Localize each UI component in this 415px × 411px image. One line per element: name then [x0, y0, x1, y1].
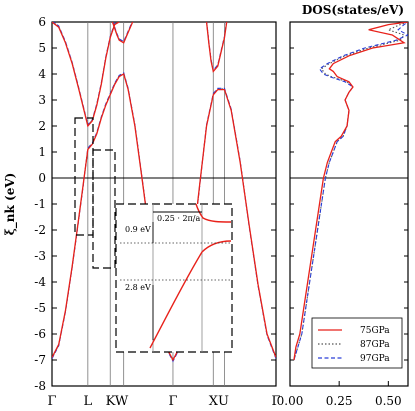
k-point-label: Γ: [271, 394, 280, 409]
dos-x-tick-label: 0.00: [277, 394, 304, 408]
y-tick-label: -6: [34, 327, 46, 341]
band-97GPa-3: [112, 22, 133, 43]
y-tick-label: 6: [38, 15, 46, 29]
inset-box: [115, 203, 233, 353]
band-75GPa-3: [111, 22, 134, 44]
dos-curve-97GPa: [293, 22, 408, 361]
y-tick-label: -3: [34, 249, 46, 263]
y-tick-label: -5: [34, 301, 46, 315]
dos-curve-87GPa: [293, 22, 408, 361]
y-tick-label: 1: [38, 145, 46, 159]
legend-box: [311, 317, 403, 369]
dos-panel: DOS(states/eV) 0.00 0.25 0.50 75GPa 87GPa 97GP…: [277, 3, 409, 408]
inset-label-gap-small: 0.9 eV: [125, 225, 151, 234]
dos-curves: [293, 22, 408, 361]
dos-x-tick-label: 0.50: [375, 394, 402, 408]
k-point-label: XU: [209, 394, 229, 409]
y-tick-label: -2: [34, 223, 46, 237]
k-point-label: Γ: [168, 394, 177, 409]
legend-label: 97GPa: [360, 354, 390, 364]
legend-label: 75GPa: [360, 326, 390, 336]
y-tick-label: 4: [38, 67, 46, 81]
y-tick-label: -8: [34, 379, 46, 393]
y-tick-label: 2: [38, 119, 46, 133]
band-structure-panel: 6 5 4 3 2 1 0 -1 -2 -3 -4 -5 -6 -7 -8 ξ_nk (eV) Γ L KW Γ XU Γ…: [3, 15, 281, 409]
y-tick-label: -1: [34, 197, 46, 211]
y-tick-label: 3: [38, 93, 46, 107]
k-point-label: KW: [106, 394, 129, 409]
legend-label: 87GPa: [360, 340, 390, 350]
dos-curve-75GPa: [293, 22, 408, 361]
y-tick-label: 5: [38, 41, 46, 55]
highlight-box-connector: [92, 149, 116, 269]
y-tick-label: -7: [34, 353, 46, 367]
y-axis-label: ξ_nk (eV): [3, 173, 18, 236]
band-75GPa-2: [205, 22, 228, 73]
inset-label-dk: 0.25 · 2π/a: [157, 214, 200, 223]
dos-x-tick-label: 0.25: [326, 394, 353, 408]
band-87GPa-1: [52, 22, 120, 127]
k-point-label: Γ: [47, 394, 56, 409]
inset-band-upper-75GPa: [195, 203, 232, 223]
band-75GPa-1: [52, 22, 120, 128]
inset-label-gap-large: 2.8 eV: [125, 283, 151, 292]
y-tick-label: 0: [38, 171, 46, 185]
k-point-label: L: [84, 394, 93, 409]
dos-title: DOS(states/eV): [302, 3, 404, 17]
inset-band-75GPa: [149, 240, 232, 349]
y-tick-label: -4: [34, 275, 46, 289]
